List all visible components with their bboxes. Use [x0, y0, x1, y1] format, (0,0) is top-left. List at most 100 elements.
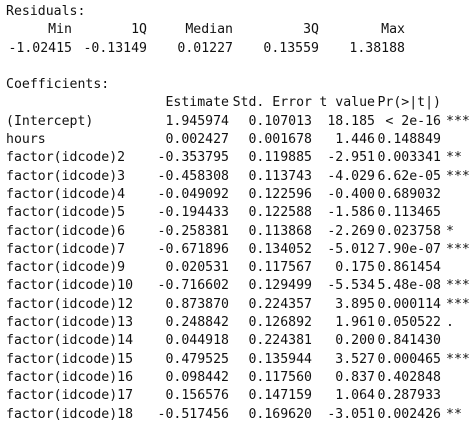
residuals-value-1q: -0.13149	[83, 40, 147, 56]
coef-row-p-value: 0.841430	[377, 333, 441, 349]
coef-row-name: factor(idcode)17	[6, 388, 134, 404]
coefficients-table-body: (Intercept) 1.945974 0.107013 18.185 < 2e-16…	[6, 113, 474, 424]
coef-row-name: factor(idcode)16	[6, 369, 134, 385]
residuals-header-min: Min	[48, 22, 72, 38]
table-row: factor(idcode)14 0.044918 0.224381 0.200 0.8…	[6, 332, 474, 350]
coef-row-significance: ***	[446, 351, 470, 367]
coef-row-significance: .	[446, 315, 454, 331]
coef-row-std-error: 0.117560	[248, 369, 312, 385]
coef-header-p-value: Pr(>|t|)	[377, 95, 441, 111]
coef-row-significance: ***	[446, 296, 470, 312]
coef-row-significance: ***	[446, 241, 470, 257]
table-row: factor(idcode)3 -0.458308 0.113743 -4.029 6.…	[6, 168, 474, 186]
coef-row-t-value: 1.446	[335, 132, 375, 148]
coef-row-name: (Intercept)	[6, 113, 94, 129]
coef-row-std-error: 0.113743	[248, 168, 312, 184]
coef-row-name: factor(idcode)6	[6, 223, 126, 239]
coef-row-t-value: -1.586	[327, 205, 375, 221]
coef-row-std-error: 0.147159	[248, 388, 312, 404]
coef-row-t-value: 1.961	[335, 315, 375, 331]
coef-row-estimate: 0.002427	[165, 132, 229, 148]
coef-row-p-value: 0.000114	[377, 296, 441, 312]
coef-row-t-value: -5.534	[327, 278, 375, 294]
coef-row-estimate: 0.248842	[165, 315, 229, 331]
coef-row-name: factor(idcode)10	[6, 278, 134, 294]
coef-row-estimate: 1.945974	[165, 113, 229, 129]
coef-row-p-value: 0.861454	[377, 260, 441, 276]
coef-row-estimate: 0.044918	[165, 333, 229, 349]
coef-row-name: factor(idcode)14	[6, 333, 134, 349]
coef-header-t-value: t value	[319, 95, 375, 111]
coef-row-p-value: 0.003341	[377, 150, 441, 166]
coef-row-std-error: 0.119885	[248, 150, 312, 166]
coef-row-estimate: 0.873870	[165, 296, 229, 312]
coef-row-estimate: 0.098442	[165, 369, 229, 385]
coef-row-std-error: 0.169620	[248, 406, 312, 422]
coef-row-t-value: -5.012	[327, 241, 375, 257]
coef-row-std-error: 0.107013	[248, 113, 312, 129]
coef-row-estimate: -0.517456	[157, 406, 229, 422]
coef-row-estimate: -0.194433	[157, 205, 229, 221]
coef-row-t-value: 3.895	[335, 296, 375, 312]
coef-row-significance: *	[446, 223, 454, 239]
coef-row-p-value: 0.113465	[377, 205, 441, 221]
residuals-value-min: -1.02415	[8, 40, 72, 56]
coef-row-estimate: -0.353795	[157, 150, 229, 166]
coef-row-significance: **	[446, 406, 462, 422]
table-row: factor(idcode)5 -0.194433 0.122588 -1.586 0.…	[6, 204, 474, 222]
coef-row-std-error: 0.129499	[248, 278, 312, 294]
coef-row-name: factor(idcode)15	[6, 351, 134, 367]
coef-row-p-value: 0.023758	[377, 223, 441, 239]
coef-row-std-error: 0.122588	[248, 205, 312, 221]
table-row: factor(idcode)4 -0.049092 0.122596 -0.400 0.…	[6, 186, 474, 204]
table-row: factor(idcode)15 0.479525 0.135944 3.527 0.0…	[6, 351, 474, 369]
coef-row-std-error: 0.122596	[248, 186, 312, 202]
coefficients-header-row: Estimate Std. Error t value Pr(>|t|)	[6, 94, 474, 112]
coef-row-name: factor(idcode)2	[6, 150, 126, 166]
coef-row-name: factor(idcode)9	[6, 260, 126, 276]
coef-row-estimate: -0.458308	[157, 168, 229, 184]
coefficients-title: Coefficients:	[6, 77, 110, 93]
coef-row-name: factor(idcode)7	[6, 241, 126, 257]
coef-row-name: factor(idcode)12	[6, 296, 134, 312]
coef-row-t-value: -2.951	[327, 150, 375, 166]
table-row: factor(idcode)12 0.873870 0.224357 3.895 0.0…	[6, 296, 474, 314]
table-row: hours 0.002427 0.001678 1.446 0.148849	[6, 131, 474, 149]
table-row: factor(idcode)16 0.098442 0.117560 0.837 0.4…	[6, 369, 474, 387]
coef-row-std-error: 0.224381	[248, 333, 312, 349]
coef-row-t-value: -3.051	[327, 406, 375, 422]
coef-row-estimate: -0.671896	[157, 241, 229, 257]
coef-row-name: factor(idcode)4	[6, 186, 126, 202]
coef-row-p-value: 0.287933	[377, 388, 441, 404]
coef-row-p-value: 0.689032	[377, 186, 441, 202]
coef-header-std-error: Std. Error	[232, 95, 312, 111]
coef-row-std-error: 0.135944	[248, 351, 312, 367]
coef-row-p-value: < 2e-16	[385, 113, 441, 129]
coef-row-estimate: 0.479525	[165, 351, 229, 367]
coef-row-t-value: -0.400	[327, 186, 375, 202]
table-row: factor(idcode)10 -0.716602 0.129499 -5.534 5…	[6, 277, 474, 295]
residuals-header-1q: 1Q	[131, 22, 147, 38]
coef-row-significance: ***	[446, 113, 470, 129]
table-row: factor(idcode)13 0.248842 0.126892 1.961 0.0…	[6, 314, 474, 332]
coef-row-name: factor(idcode)5	[6, 205, 126, 221]
coef-row-std-error: 0.134052	[248, 241, 312, 257]
coef-row-std-error: 0.001678	[248, 132, 312, 148]
coef-row-significance: ***	[446, 278, 470, 294]
coef-row-t-value: 3.527	[335, 351, 375, 367]
coef-row-estimate: -0.716602	[157, 278, 229, 294]
coef-row-significance: ***	[446, 168, 470, 184]
coef-row-p-value: 0.002426	[377, 406, 441, 422]
spacer	[6, 58, 474, 76]
residuals-header-3q: 3Q	[303, 22, 319, 38]
coef-row-std-error: 0.117567	[248, 260, 312, 276]
residuals-value-row: -1.02415 -0.13149 0.01227 0.13559 1.38188	[6, 40, 474, 58]
table-row: factor(idcode)17 0.156576 0.147159 1.064 0.2…	[6, 387, 474, 405]
coef-row-p-value: 7.90e-07	[377, 241, 441, 257]
table-row: factor(idcode)2 -0.353795 0.119885 -2.951 0.…	[6, 149, 474, 167]
coef-row-std-error: 0.126892	[248, 315, 312, 331]
coef-row-p-value: 6.62e-05	[377, 168, 441, 184]
coef-row-name: hours	[6, 132, 46, 148]
coef-row-std-error: 0.224357	[248, 296, 312, 312]
coef-row-p-value: 0.148849	[377, 132, 441, 148]
